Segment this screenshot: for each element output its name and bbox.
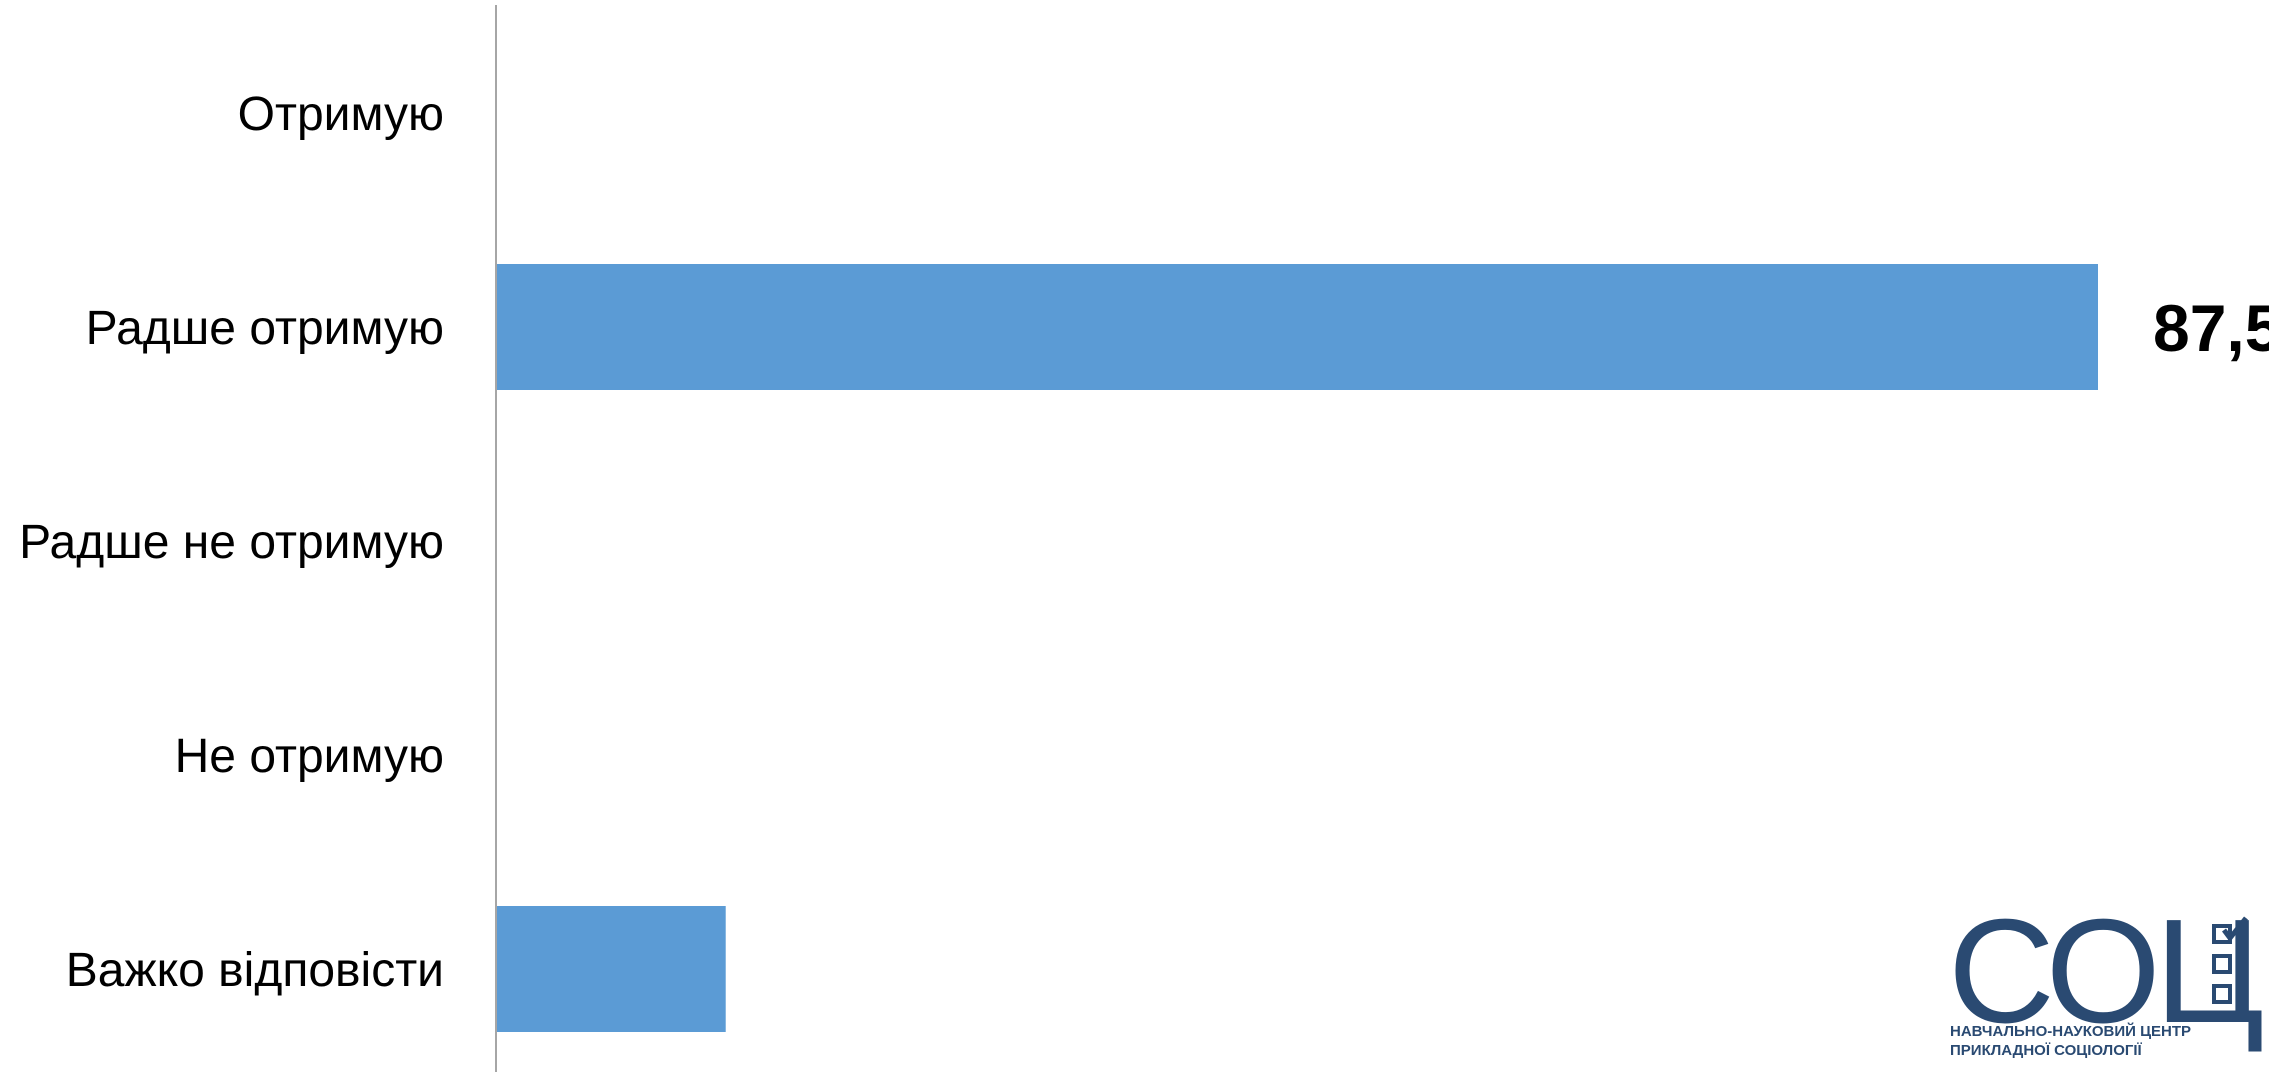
bar bbox=[497, 906, 726, 1032]
category-label: Отримую bbox=[238, 88, 444, 141]
bar bbox=[497, 264, 2098, 390]
category-label: Радше не отримую bbox=[19, 516, 444, 569]
checkbox-icon bbox=[2212, 916, 2248, 1004]
category-label: Важко відповісти bbox=[66, 944, 444, 997]
logo-subtitle-line-2: ПРИКЛАДНОЇ СОЦІОЛОГІЇ bbox=[1950, 1042, 2142, 1059]
category-label: Не отримую bbox=[175, 730, 444, 783]
data-label: 87,5 bbox=[2153, 291, 2269, 365]
organization-logo: СОЦІО НАВЧАЛЬНО-НАУКОВИЙ ЦЕНТР ПРИКЛАДНО… bbox=[1948, 912, 2269, 1072]
logo-subtitle: НАВЧАЛЬНО-НАУКОВИЙ ЦЕНТР ПРИКЛАДНОЇ СОЦІ… bbox=[1950, 1022, 2191, 1060]
category-label: Радше отримую bbox=[86, 302, 444, 355]
logo-subtitle-line-1: НАВЧАЛЬНО-НАУКОВИЙ ЦЕНТР bbox=[1950, 1023, 2192, 1040]
